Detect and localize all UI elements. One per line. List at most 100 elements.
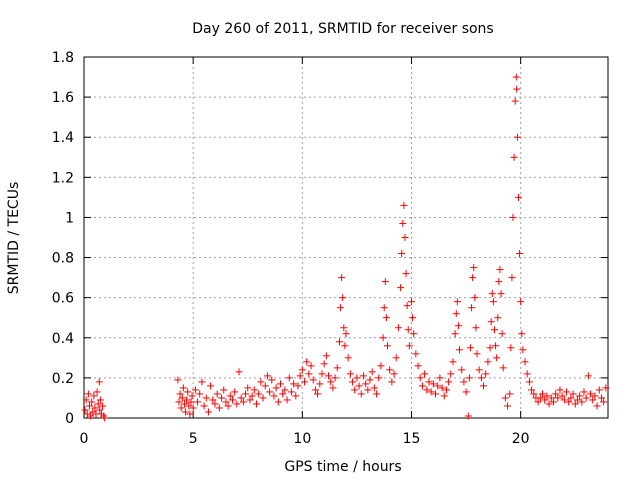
data-point	[517, 298, 525, 306]
data-point	[569, 390, 577, 398]
data-point	[512, 73, 520, 81]
data-point	[202, 394, 210, 402]
data-point	[340, 324, 348, 332]
data-point	[285, 374, 293, 382]
data-point	[402, 270, 410, 278]
data-point	[252, 400, 260, 408]
x-axis-label: GPS time / hours	[284, 459, 401, 475]
data-point	[498, 330, 506, 338]
data-point	[480, 382, 488, 390]
data-point	[404, 326, 412, 334]
data-point	[379, 334, 387, 342]
data-point	[90, 392, 98, 400]
y-axis-label: SRMTID / TECUs	[6, 182, 22, 295]
data-point	[516, 250, 524, 258]
y-tick-label: 1.2	[52, 170, 74, 186]
data-point	[600, 398, 608, 406]
data-point	[320, 360, 328, 368]
data-point	[226, 392, 234, 400]
data-point	[101, 414, 109, 422]
data-point	[277, 380, 284, 388]
data-point	[198, 378, 206, 386]
y-tick-label: 1.6	[52, 90, 74, 106]
data-point	[196, 390, 204, 398]
data-point	[270, 392, 278, 400]
data-point	[536, 394, 544, 402]
data-point	[237, 394, 245, 402]
data-point	[511, 97, 519, 105]
y-tick-label: 0.2	[52, 371, 74, 387]
data-point	[194, 398, 202, 406]
data-point	[470, 264, 478, 272]
data-point	[473, 350, 481, 358]
data-point	[513, 133, 521, 141]
data-point	[427, 388, 435, 396]
data-point	[456, 346, 464, 354]
data-point	[339, 294, 347, 302]
data-point	[180, 400, 188, 408]
data-point	[364, 386, 372, 394]
data-point	[580, 388, 588, 396]
y-tick-label: 0	[65, 411, 74, 427]
data-point	[81, 406, 89, 414]
data-point	[338, 274, 346, 282]
data-point	[266, 388, 274, 396]
data-point	[591, 392, 599, 400]
data-point	[582, 394, 590, 402]
data-point	[567, 394, 575, 402]
data-point	[400, 201, 408, 209]
data-point	[301, 378, 309, 386]
data-point	[539, 390, 546, 398]
data-point	[209, 396, 217, 404]
data-point	[465, 374, 473, 382]
data-point	[519, 346, 527, 354]
data-point	[93, 388, 101, 396]
data-point	[394, 324, 402, 332]
data-point	[438, 384, 446, 392]
data-point	[462, 388, 470, 396]
data-point	[390, 370, 398, 378]
data-point	[287, 388, 295, 396]
data-point	[560, 396, 568, 404]
data-point	[248, 392, 256, 400]
data-point	[85, 402, 93, 410]
data-point	[91, 404, 99, 412]
data-point	[547, 394, 555, 402]
data-point	[466, 344, 474, 352]
data-point	[487, 318, 495, 326]
data-point	[421, 370, 429, 378]
data-point	[178, 394, 186, 402]
data-point	[182, 408, 190, 416]
data-point	[381, 278, 389, 286]
data-point	[325, 372, 333, 380]
y-tick-label: 0.8	[52, 251, 74, 267]
data-point	[451, 330, 459, 338]
data-point	[388, 378, 396, 386]
data-point	[392, 354, 400, 362]
data-point	[595, 386, 603, 394]
data-point	[366, 376, 374, 384]
x-tick-label: 0	[80, 431, 89, 447]
data-point	[468, 304, 476, 312]
data-point	[368, 368, 376, 376]
chart-grid	[84, 57, 608, 418]
data-point	[362, 380, 370, 388]
data-point	[408, 298, 415, 306]
data-point	[218, 394, 226, 402]
x-tick-label: 10	[293, 431, 311, 447]
data-point	[318, 370, 326, 378]
data-point	[189, 404, 197, 412]
data-point	[418, 382, 426, 390]
data-point	[496, 266, 504, 274]
data-point	[510, 153, 518, 161]
data-point	[292, 392, 300, 400]
axis-ticks: 0 0.2 0.4 0.6 0.8 1 1.2 1.4 1.6 1.8 0 5 10 15 20	[52, 50, 608, 447]
data-point	[587, 390, 595, 398]
data-point	[554, 394, 562, 402]
data-point	[337, 304, 345, 312]
data-point	[242, 390, 250, 398]
data-point	[222, 398, 230, 406]
data-point	[573, 396, 581, 404]
data-point	[231, 388, 239, 396]
